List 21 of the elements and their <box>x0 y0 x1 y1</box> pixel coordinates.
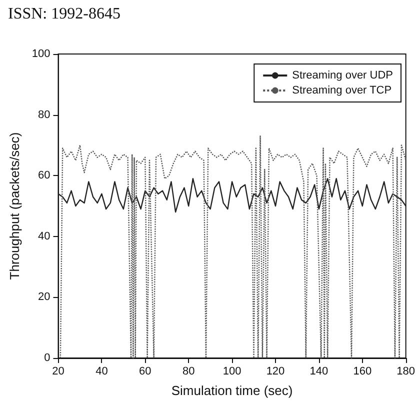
y-tick-label: 80 <box>38 108 50 121</box>
x-tick-label: 180 <box>396 366 416 378</box>
y-tick-label: 20 <box>38 291 50 304</box>
legend-label: Streaming over UDP <box>292 70 394 82</box>
y-tick-label: 100 <box>32 48 50 60</box>
x-tick-label: 40 <box>96 366 108 378</box>
x-tick-label: 140 <box>310 366 328 378</box>
y-axis-title: Throughput (packets/sec) <box>7 132 22 280</box>
x-tick-label: 100 <box>222 366 242 378</box>
y-tick-label: 40 <box>38 230 50 242</box>
x-tick-label: 120 <box>266 366 285 378</box>
x-tick-label: 80 <box>182 366 195 378</box>
text: ISSN: 1992-8645 <box>8 6 120 22</box>
x-tick-label: 20 <box>52 366 64 378</box>
x-axis-title: Simulation time (sec) <box>171 383 293 398</box>
legend-label: Streaming over TCP <box>292 84 392 96</box>
x-tick-label: 60 <box>139 366 152 378</box>
x-tick-label: 160 <box>353 366 372 378</box>
y-tick-label: 60 <box>38 170 50 182</box>
y-tick-label: 0 <box>44 352 50 364</box>
line-series <box>58 178 406 213</box>
